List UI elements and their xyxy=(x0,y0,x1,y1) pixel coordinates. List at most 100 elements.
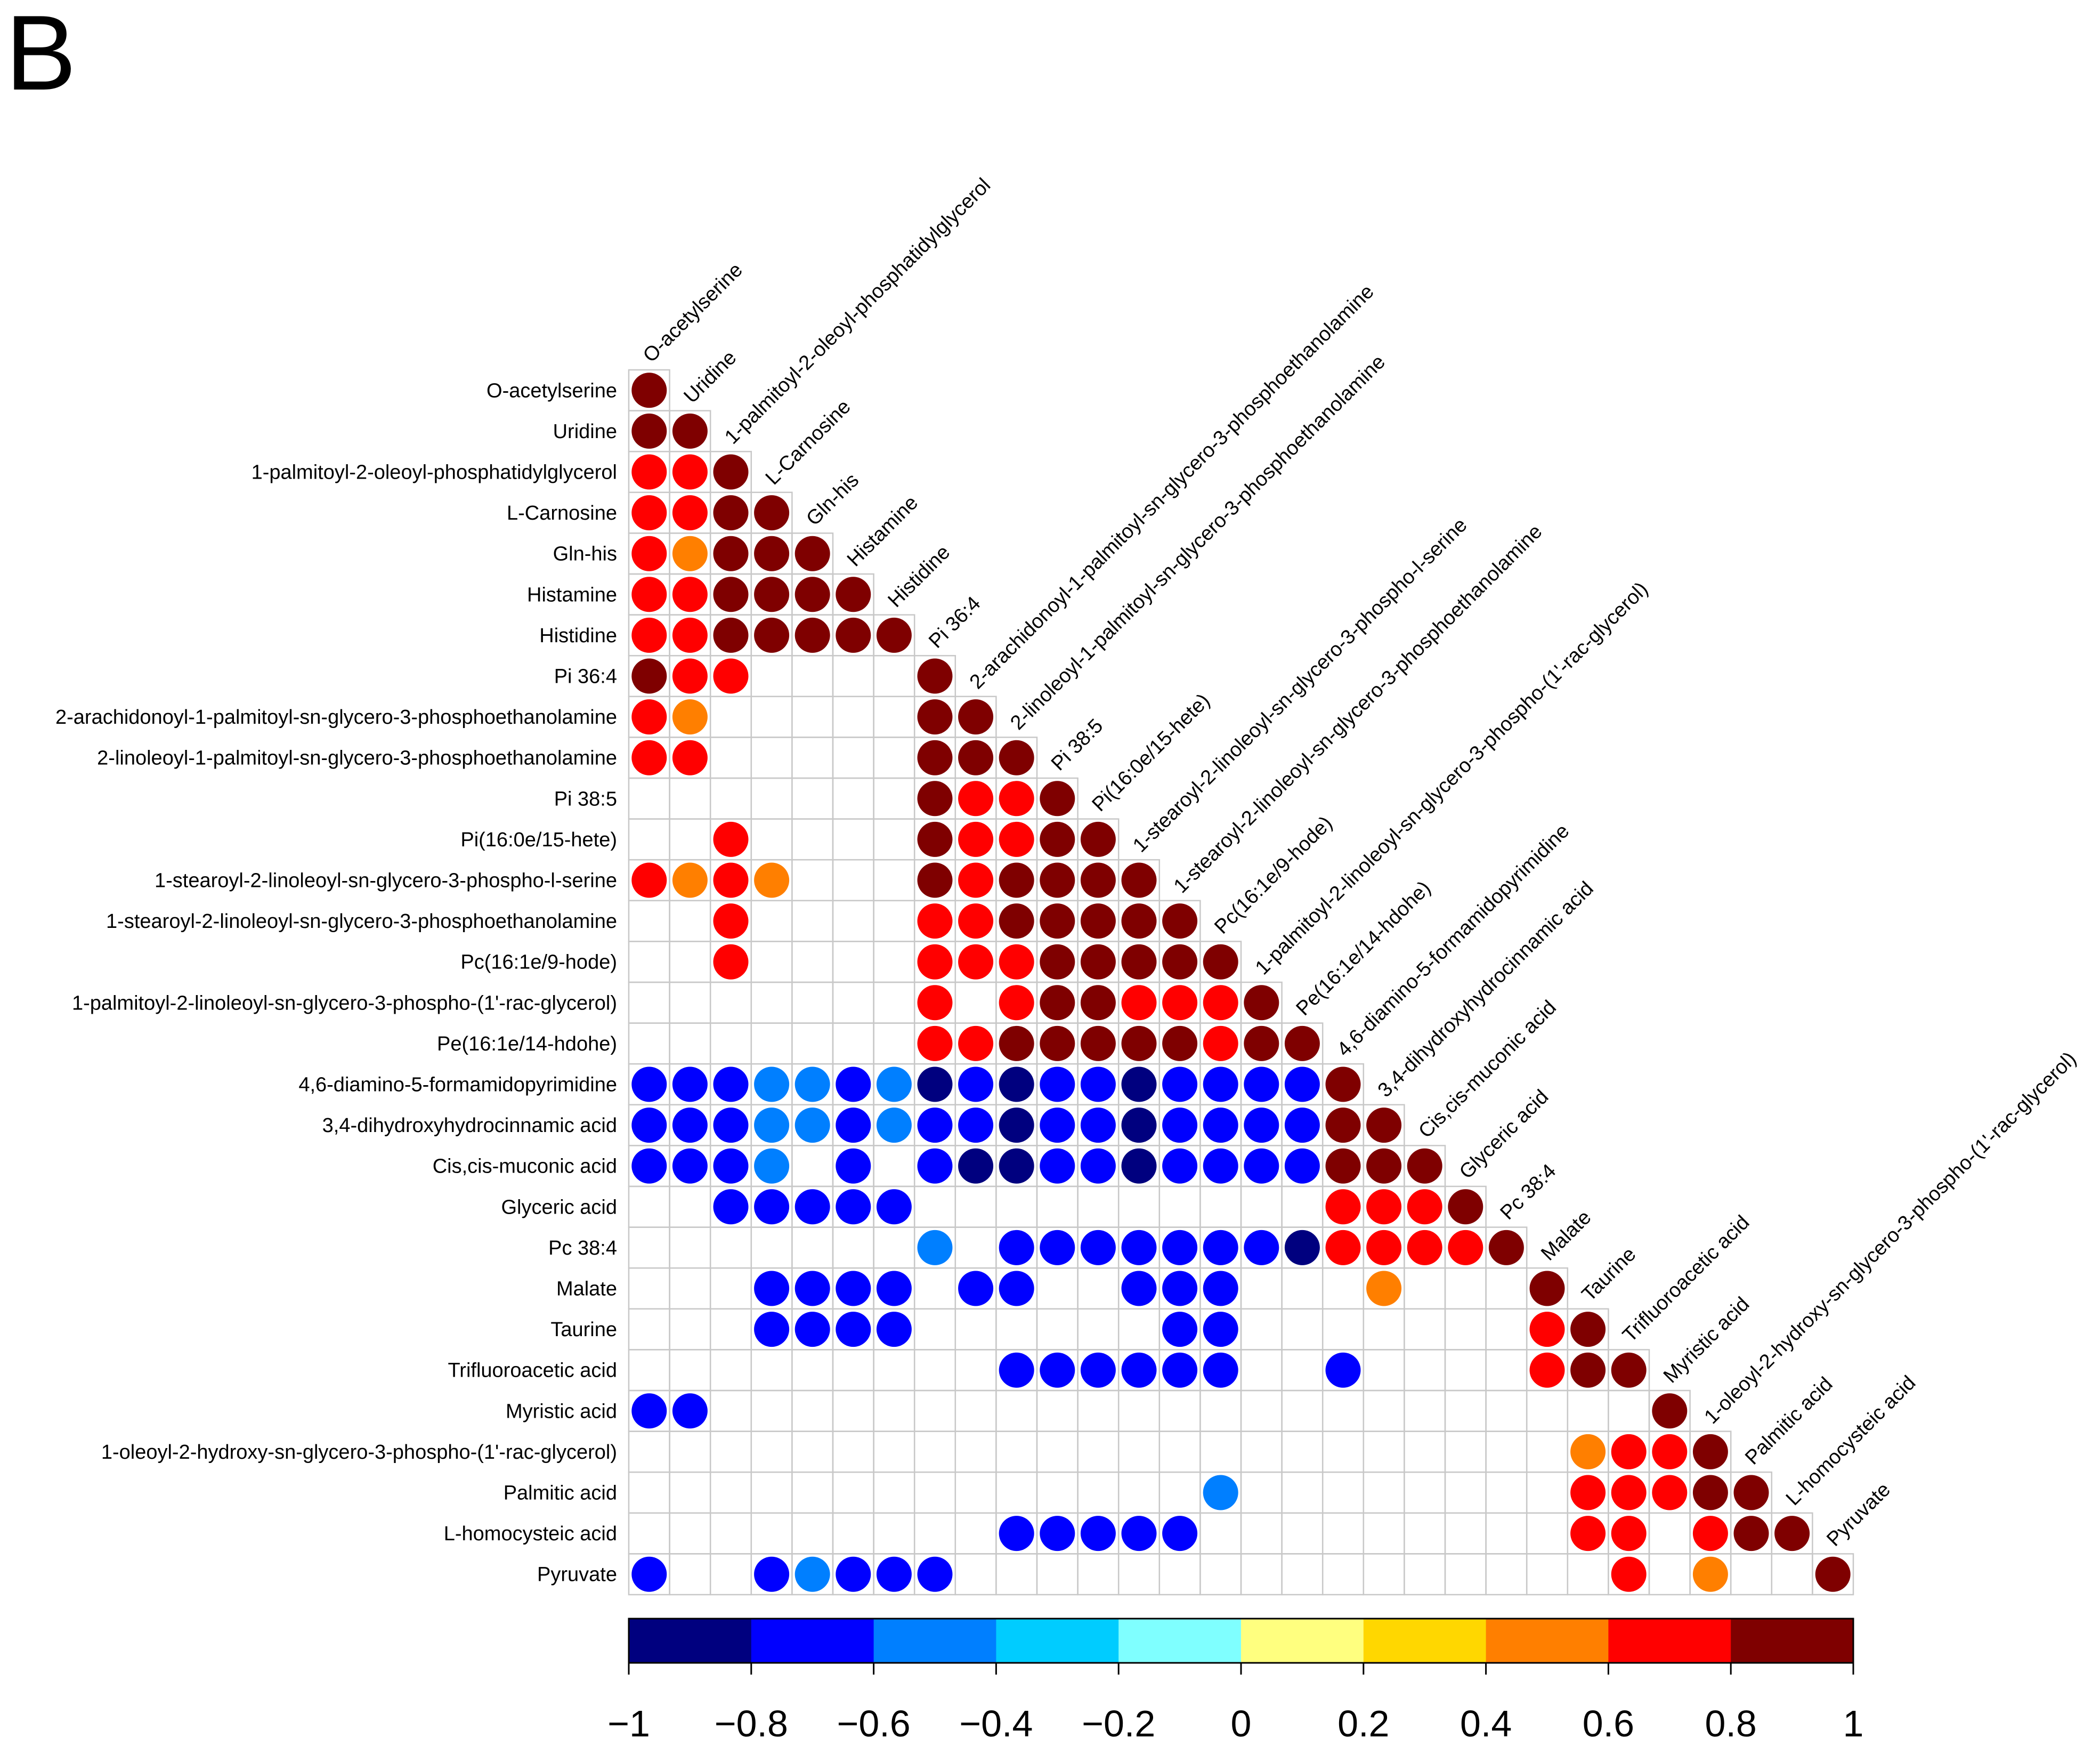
grid-cell xyxy=(1036,1553,1079,1596)
grid-cell xyxy=(913,1267,956,1310)
grid-cell xyxy=(709,1471,752,1514)
corr-circle-17-5 xyxy=(836,1066,871,1102)
corr-circle-22-6 xyxy=(876,1271,912,1306)
corr-circle-22-8 xyxy=(958,1271,994,1306)
corr-circle-15-10 xyxy=(1040,985,1075,1021)
grid-cell xyxy=(1281,1553,1324,1596)
grid-cell xyxy=(709,1349,752,1392)
grid-cell xyxy=(1117,1553,1161,1596)
corr-circle-19-1 xyxy=(672,1148,708,1184)
corr-circle-11-9 xyxy=(999,821,1034,857)
corr-circle-18-0 xyxy=(631,1108,667,1143)
grid-cell xyxy=(750,1512,793,1555)
grid-cell xyxy=(791,1145,834,1187)
corr-circle-16-9 xyxy=(999,1025,1034,1061)
grid-cell xyxy=(1281,1430,1324,1473)
colorbar-tick-label: 0.2 xyxy=(1337,1703,1389,1744)
corr-circle-18-2 xyxy=(713,1108,749,1143)
corr-circle-14-2 xyxy=(713,944,749,980)
corr-circle-25-25 xyxy=(1652,1393,1688,1429)
corr-circle-4-2 xyxy=(713,536,749,571)
colorbar-segment-6 xyxy=(1363,1619,1487,1663)
corr-circle-28-27 xyxy=(1733,1516,1769,1551)
grid-cell xyxy=(669,1308,711,1351)
grid-cell xyxy=(1240,1267,1283,1310)
grid-cell xyxy=(913,1430,956,1473)
corr-circle-16-12 xyxy=(1121,1025,1157,1061)
grid-cell xyxy=(628,1022,670,1065)
grid-cell xyxy=(1240,1512,1283,1555)
col-label-histamine: Histamine xyxy=(843,491,922,571)
grid-cell xyxy=(750,654,793,698)
corr-circle-8-7 xyxy=(917,699,953,735)
corr-circle-18-17 xyxy=(1325,1108,1361,1143)
grid-cell xyxy=(832,696,874,738)
grid-cell xyxy=(1608,1389,1650,1432)
corr-circle-23-5 xyxy=(836,1312,871,1347)
grid-cell xyxy=(1158,1389,1201,1432)
corr-circle-19-19 xyxy=(1407,1148,1442,1184)
colorbar-segment-8 xyxy=(1608,1619,1731,1663)
grid-cell xyxy=(954,1349,997,1392)
corr-circle-25-1 xyxy=(672,1393,708,1429)
corr-circle-19-14 xyxy=(1203,1148,1238,1184)
grid-cell xyxy=(1321,1512,1365,1555)
corr-circle-21-20 xyxy=(1448,1230,1483,1265)
grid-cell xyxy=(669,1430,711,1473)
grid-cell xyxy=(709,1226,752,1269)
grid-cell xyxy=(628,777,670,820)
corr-circle-18-18 xyxy=(1366,1108,1402,1143)
colorbar-segment-3 xyxy=(996,1619,1119,1663)
grid-cell xyxy=(791,1226,834,1269)
corr-circle-18-10 xyxy=(1040,1108,1075,1143)
grid-cell xyxy=(1281,1389,1324,1432)
corr-circle-16-13 xyxy=(1162,1025,1198,1061)
grid-cell xyxy=(669,941,711,983)
grid-cell xyxy=(750,1226,793,1269)
corr-circle-19-12 xyxy=(1121,1148,1157,1184)
col-label-taurine: Taurine xyxy=(1578,1243,1641,1306)
corr-circle-19-3 xyxy=(754,1148,790,1184)
corr-circle-17-4 xyxy=(794,1066,830,1102)
corr-circle-22-12 xyxy=(1121,1271,1157,1306)
corr-circle-15-13 xyxy=(1162,985,1198,1021)
corr-circle-4-3 xyxy=(754,536,790,571)
grid-cell xyxy=(954,1308,997,1351)
corr-circle-26-25 xyxy=(1652,1434,1688,1469)
grid-cell xyxy=(1036,1185,1079,1228)
row-label-malate: Malate xyxy=(556,1278,617,1300)
grid-cell xyxy=(954,1471,997,1514)
corr-circle-11-8 xyxy=(958,821,994,857)
row-label-1-stearoyl-2-linoleoyl-sn-glycero-3-phospho-l-serine: 1-stearoyl-2-linoleoyl-sn-glycero-3-phos… xyxy=(155,870,617,892)
grid-cell xyxy=(669,1471,711,1514)
grid-cell xyxy=(873,859,915,902)
grid-cell xyxy=(628,1430,670,1473)
corr-circle-9-1 xyxy=(672,740,708,775)
grid-cell xyxy=(873,777,915,820)
grid-cell xyxy=(628,1512,670,1555)
row-label-myristic-acid: Myristic acid xyxy=(506,1400,617,1422)
grid-cell xyxy=(669,1512,711,1555)
grid-cell xyxy=(1526,1389,1569,1432)
corr-circle-14-14 xyxy=(1203,944,1238,980)
grid-cell xyxy=(1321,1553,1365,1596)
corr-circle-24-11 xyxy=(1080,1352,1116,1388)
row-label-l-carnosine: L-Carnosine xyxy=(507,502,617,524)
grid-cell xyxy=(709,696,752,738)
corr-circle-27-26 xyxy=(1692,1475,1728,1510)
corr-circle-24-22 xyxy=(1529,1352,1565,1388)
grid-cell xyxy=(750,818,793,861)
corr-circle-17-13 xyxy=(1162,1066,1198,1102)
grid-cell xyxy=(954,1389,997,1432)
corr-circle-24-13 xyxy=(1162,1352,1198,1388)
grid-cell xyxy=(954,1553,997,1596)
corr-circle-28-28 xyxy=(1774,1516,1810,1551)
grid-cell xyxy=(750,1022,793,1065)
corr-circle-11-10 xyxy=(1040,821,1075,857)
corr-circle-14-7 xyxy=(917,944,953,980)
grid-cell xyxy=(832,1471,874,1514)
grid-cell xyxy=(1485,1471,1528,1514)
corr-circle-24-10 xyxy=(1040,1352,1075,1388)
col-label-1-oleoyl-2-hydroxy-sn-glycero-3-phospho-1-rac-glycerol: 1-oleoyl-2-hydroxy-sn-glycero-3-phospho-… xyxy=(1700,1048,2081,1428)
